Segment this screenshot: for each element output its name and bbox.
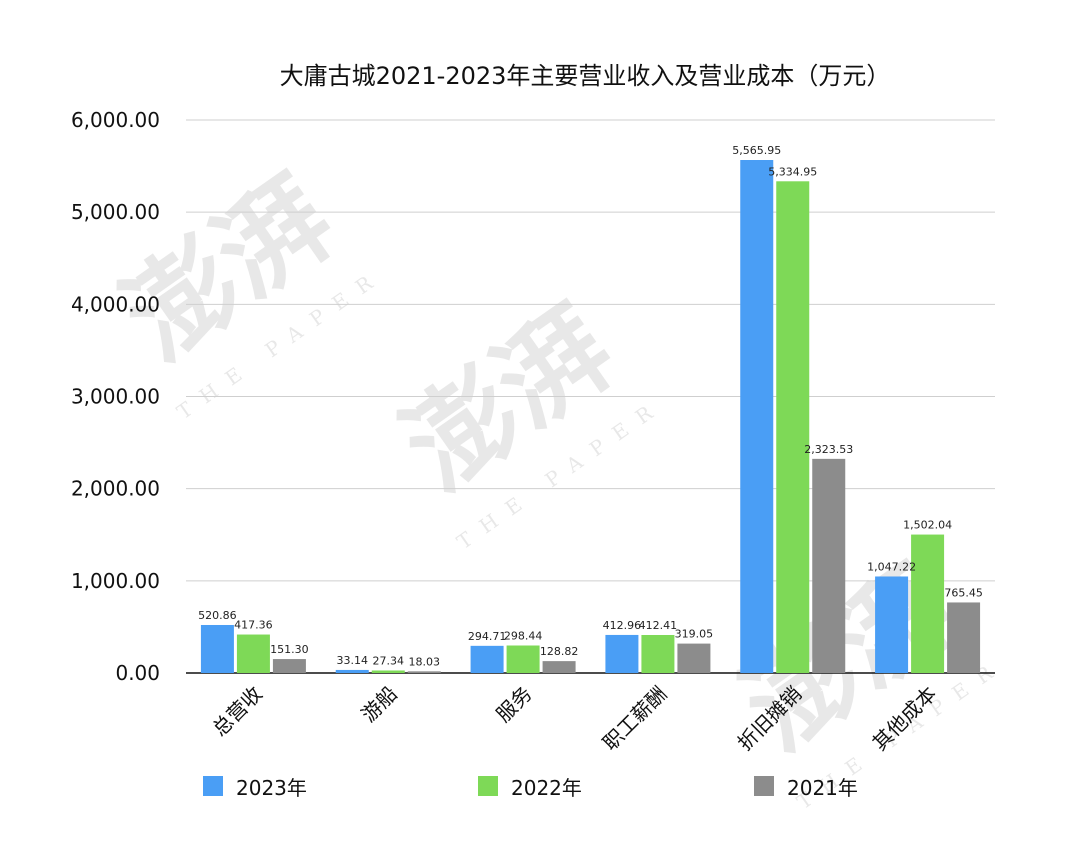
data-label: 5,565.95 <box>732 144 781 157</box>
svg-text:澎湃: 澎湃 <box>101 153 355 384</box>
bar <box>470 645 504 673</box>
legend-label: 2023年 <box>236 776 307 800</box>
bar <box>200 624 234 673</box>
legend: 2023年 2022年 2021年 <box>203 776 858 800</box>
bar <box>407 671 441 673</box>
bar <box>605 634 639 673</box>
data-label: 417.36 <box>234 619 273 632</box>
data-label: 27.34 <box>373 654 405 667</box>
bar <box>641 634 675 673</box>
x-tick-label: 总营收 <box>208 682 267 741</box>
legend-item: 2023年 <box>203 776 307 800</box>
bar <box>776 181 810 673</box>
data-label: 5,334.95 <box>768 165 817 178</box>
bar <box>506 645 540 673</box>
bar <box>335 669 369 673</box>
data-label: 298.44 <box>504 629 543 642</box>
y-tick-label: 6,000.00 <box>71 108 160 132</box>
legend-item: 2022年 <box>478 776 582 800</box>
bars <box>200 160 981 673</box>
bar <box>947 602 981 673</box>
bar <box>677 643 711 673</box>
gridlines <box>186 119 995 674</box>
data-label: 412.96 <box>603 619 642 632</box>
data-label: 520.86 <box>198 609 237 622</box>
bar <box>875 576 909 673</box>
bar <box>236 634 270 673</box>
chart-title: 大庸古城2021-2023年主要营业收入及营业成本（万元） <box>280 62 891 90</box>
data-label: 1,047.22 <box>867 560 916 573</box>
legend-item: 2021年 <box>754 776 858 800</box>
bar <box>272 659 306 673</box>
svg-text:澎湃: 澎湃 <box>381 283 635 514</box>
legend-label: 2022年 <box>511 776 582 800</box>
legend-swatch <box>478 776 498 796</box>
y-tick-label: 5,000.00 <box>71 200 160 224</box>
y-axis-tick-labels: 0.00 1,000.00 2,000.00 3,000.00 4,000.00 5,00… <box>71 108 160 685</box>
x-tick-label: 游船 <box>357 682 402 727</box>
data-label: 294.71 <box>468 630 507 643</box>
x-tick-label: 服务 <box>491 682 536 727</box>
data-label: 18.03 <box>409 655 441 668</box>
y-tick-label: 1,000.00 <box>71 569 160 593</box>
y-tick-label: 0.00 <box>115 661 160 685</box>
data-label: 33.14 <box>337 654 369 667</box>
bar <box>542 661 576 673</box>
bar <box>371 670 405 673</box>
x-tick-label: 职工薪酬 <box>598 682 672 756</box>
data-label: 412.41 <box>639 619 678 632</box>
bar <box>911 534 945 673</box>
data-label: 128.82 <box>540 645 579 658</box>
legend-swatch <box>754 776 774 796</box>
data-label: 2,323.53 <box>804 443 853 456</box>
data-label: 1,502.04 <box>903 519 952 532</box>
legend-swatch <box>203 776 223 796</box>
y-tick-label: 4,000.00 <box>71 292 160 316</box>
data-label: 319.05 <box>675 628 714 641</box>
data-label: 765.45 <box>944 586 983 599</box>
y-tick-label: 3,000.00 <box>71 385 160 409</box>
bar <box>740 160 774 673</box>
legend-label: 2021年 <box>787 776 858 800</box>
bar <box>812 458 846 673</box>
y-tick-label: 2,000.00 <box>71 477 160 501</box>
data-label: 151.30 <box>270 643 309 656</box>
